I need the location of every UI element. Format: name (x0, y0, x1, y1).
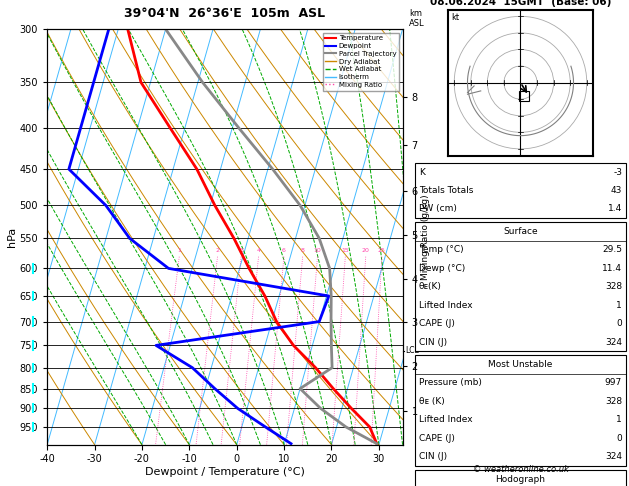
Text: 0: 0 (616, 319, 622, 328)
Text: 1: 1 (616, 416, 622, 424)
Text: 1.4: 1.4 (608, 205, 622, 213)
Text: 39°04'N  26°36'E  105m  ASL: 39°04'N 26°36'E 105m ASL (125, 7, 325, 20)
Y-axis label: Mixing Ratio (g/kg): Mixing Ratio (g/kg) (421, 194, 430, 280)
Text: CAPE (J): CAPE (J) (419, 434, 455, 443)
Text: 43: 43 (611, 186, 622, 195)
Text: 324: 324 (605, 452, 622, 461)
Text: 328: 328 (605, 397, 622, 406)
Text: 997: 997 (605, 379, 622, 387)
Text: θᴇ (K): θᴇ (K) (419, 397, 445, 406)
Y-axis label: hPa: hPa (7, 227, 17, 247)
Text: LCL: LCL (405, 347, 419, 355)
Text: Temp (°C): Temp (°C) (419, 245, 464, 254)
Text: CIN (J): CIN (J) (419, 338, 447, 347)
Text: 08.06.2024  15GMT  (Base: 06): 08.06.2024 15GMT (Base: 06) (430, 0, 611, 7)
Text: 20: 20 (362, 248, 370, 253)
Text: Lifted Index: Lifted Index (419, 301, 472, 310)
Text: Hodograph: Hodograph (496, 475, 545, 484)
Text: CAPE (J): CAPE (J) (419, 319, 455, 328)
Text: Surface: Surface (503, 227, 538, 236)
Text: θᴇ(K): θᴇ(K) (419, 282, 442, 291)
Text: 1: 1 (616, 301, 622, 310)
Text: 15: 15 (342, 248, 349, 253)
Text: 1: 1 (177, 248, 181, 253)
Text: -3: -3 (613, 168, 622, 176)
Text: kt: kt (451, 13, 459, 22)
Text: Totals Totals: Totals Totals (419, 186, 473, 195)
Text: CIN (J): CIN (J) (419, 452, 447, 461)
Text: 2: 2 (216, 248, 220, 253)
Text: km
ASL: km ASL (409, 9, 425, 28)
Text: Lifted Index: Lifted Index (419, 416, 472, 424)
Text: 29.5: 29.5 (602, 245, 622, 254)
X-axis label: Dewpoint / Temperature (°C): Dewpoint / Temperature (°C) (145, 467, 305, 477)
Text: 11.4: 11.4 (602, 264, 622, 273)
Text: 0: 0 (616, 434, 622, 443)
Text: 324: 324 (605, 338, 622, 347)
Bar (519, 91, 529, 101)
Text: 10: 10 (314, 248, 321, 253)
Text: 4: 4 (257, 248, 260, 253)
Legend: Temperature, Dewpoint, Parcel Trajectory, Dry Adiabat, Wet Adiabat, Isotherm, Mi: Temperature, Dewpoint, Parcel Trajectory… (323, 33, 399, 90)
Text: 3: 3 (239, 248, 243, 253)
Text: Pressure (mb): Pressure (mb) (419, 379, 482, 387)
Text: 8: 8 (301, 248, 304, 253)
Text: 6: 6 (282, 248, 286, 253)
Text: 25: 25 (378, 248, 386, 253)
Text: 328: 328 (605, 282, 622, 291)
Text: PW (cm): PW (cm) (419, 205, 457, 213)
Text: Most Unstable: Most Unstable (488, 360, 553, 369)
Text: Dewp (°C): Dewp (°C) (419, 264, 465, 273)
Text: K: K (419, 168, 425, 176)
Text: © weatheronline.co.uk: © weatheronline.co.uk (472, 465, 569, 474)
